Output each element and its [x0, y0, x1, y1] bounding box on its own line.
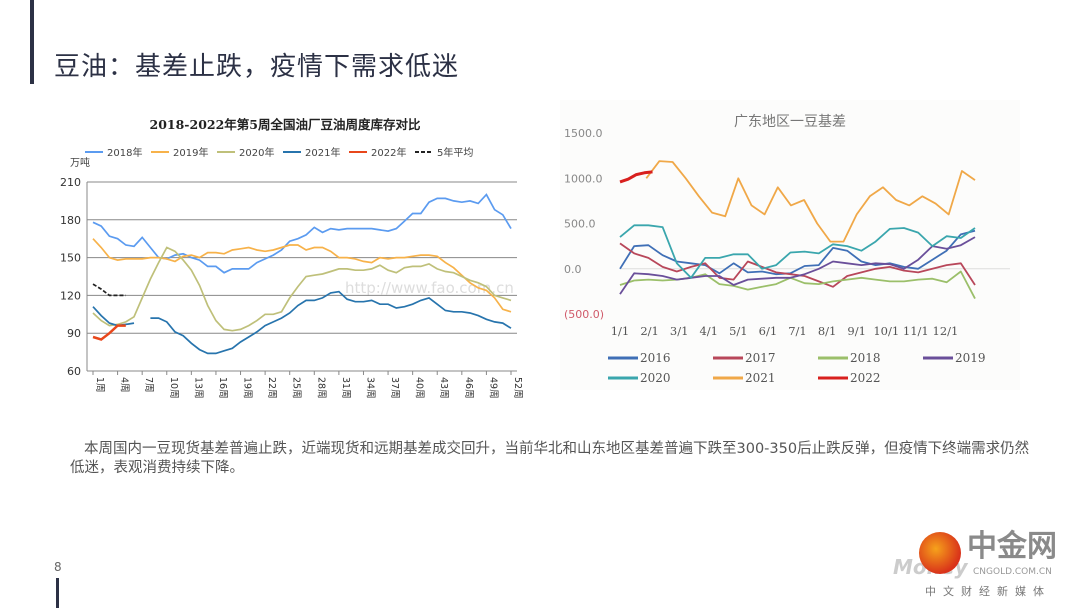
- series-line-2022年: [92, 324, 126, 341]
- legend-label: 2021: [745, 371, 776, 385]
- series-line-2019年: [92, 238, 512, 313]
- chart-title: 广东地区一豆基差: [734, 113, 846, 130]
- legend-label: 2022: [850, 371, 881, 385]
- series-line-2019: [619, 236, 976, 295]
- legend-label: 2019: [955, 351, 986, 365]
- legend-label: 2017: [745, 351, 776, 365]
- y-tick-label: 0.0: [564, 263, 582, 276]
- x-tick-label: 10/1: [873, 324, 899, 338]
- logo-tagline: 中文财经新媒体: [925, 585, 1051, 598]
- y-tick-label: 60: [67, 365, 81, 378]
- x-tick-label: 7/1: [788, 324, 807, 338]
- x-tick-label: 37周: [389, 377, 400, 399]
- chart-title: 2018-2022年第5周全国油厂豆油周度库存对比: [150, 117, 421, 132]
- x-tick-label: 34周: [364, 377, 375, 399]
- x-tick-label: 12/1: [933, 324, 959, 338]
- x-tick-label: 13周: [192, 377, 203, 399]
- x-tick-label: 16周: [217, 377, 228, 399]
- series-line-2021年: [92, 290, 512, 355]
- y-tick-label: 180: [60, 214, 81, 227]
- x-tick-label: 22周: [266, 377, 277, 399]
- y-tick-label: 90: [67, 327, 81, 340]
- logo-emblem-icon: [919, 532, 961, 574]
- logo-name: 中金网: [967, 529, 1057, 564]
- x-tick-label: 10周: [168, 377, 179, 399]
- x-tick-label: 11/1: [903, 324, 929, 338]
- series-line-5年平均: [92, 283, 126, 297]
- x-tick-label: 4周: [119, 377, 130, 393]
- body-paragraph: 本周国内一豆现货基差普遍止跌，近端现货和远期基差成交回升，当前华北和山东地区基差…: [70, 441, 1030, 476]
- x-tick-label: 25周: [291, 377, 302, 399]
- y-tick-label: 210: [60, 176, 81, 189]
- y-tick-label: 500.0: [564, 218, 596, 231]
- y-axis-label: 万吨: [70, 156, 90, 169]
- y-tick-label: 1500.0: [564, 127, 603, 140]
- legend-label: 2020年: [239, 146, 274, 159]
- x-tick-label: 52周: [512, 377, 523, 399]
- y-tick-label: (500.0): [564, 308, 604, 321]
- series-line-2021: [645, 160, 976, 243]
- x-tick-label: 2/1: [640, 324, 659, 338]
- x-tick-label: 1周: [94, 377, 105, 393]
- x-tick-label: 6/1: [759, 324, 778, 338]
- x-tick-label: 43周: [438, 377, 449, 399]
- x-tick-label: 28周: [315, 377, 326, 399]
- series-line-2020: [619, 224, 976, 279]
- legend-label: 2022年: [371, 146, 406, 159]
- legend-label: 2019年: [173, 146, 208, 159]
- title-accent-bar: [30, 0, 34, 84]
- x-tick-label: 19周: [242, 377, 253, 399]
- x-tick-label: 7周: [143, 377, 154, 393]
- y-tick-label: 120: [60, 289, 81, 302]
- logo-domain: CNGOLD.COM.CN: [973, 567, 1052, 577]
- legend-label: 2018年: [107, 146, 142, 159]
- x-tick-label: 5/1: [729, 324, 748, 338]
- legend-label: 2020: [640, 371, 671, 385]
- legend-label: 2021年: [305, 146, 340, 159]
- x-tick-label: 8/1: [818, 324, 837, 338]
- legend-label: 2018: [850, 351, 881, 365]
- series-line-2020年: [92, 246, 512, 332]
- x-tick-label: 9/1: [847, 324, 866, 338]
- x-tick-label: 4/1: [699, 324, 718, 338]
- legend-label: 5年平均: [437, 146, 473, 159]
- x-tick-label: 31周: [340, 377, 351, 399]
- x-tick-label: 49周: [487, 377, 498, 399]
- series-line-2018年: [92, 193, 512, 274]
- page-number: 8: [54, 560, 62, 574]
- series-line-2022: [619, 170, 653, 184]
- footer-accent-bar: [56, 578, 59, 608]
- y-tick-label: 1000.0: [564, 172, 603, 185]
- cngold-logo: Money 中金网 CNGOLD.COM.CN 中文财经新媒体: [893, 528, 1080, 608]
- series-line-2016: [619, 229, 976, 276]
- x-tick-label: 40周: [414, 377, 425, 399]
- x-tick-label: 3/1: [670, 324, 689, 338]
- inventory-chart: 2018-2022年第5周全国油厂豆油周度库存对比 2018年 2019年 2020年…: [60, 117, 523, 399]
- legend-label: 2016: [640, 351, 671, 365]
- x-tick-label: 46周: [463, 377, 474, 399]
- slide-title: 豆油：基差止跌，疫情下需求低迷: [54, 52, 460, 82]
- basis-chart: 广东地区一豆基差 (500.0) 0.0 500.0 1000.0 1500.0 1/1 2/…: [560, 100, 1020, 390]
- x-tick-label: 1/1: [611, 324, 630, 338]
- y-tick-label: 150: [60, 252, 81, 265]
